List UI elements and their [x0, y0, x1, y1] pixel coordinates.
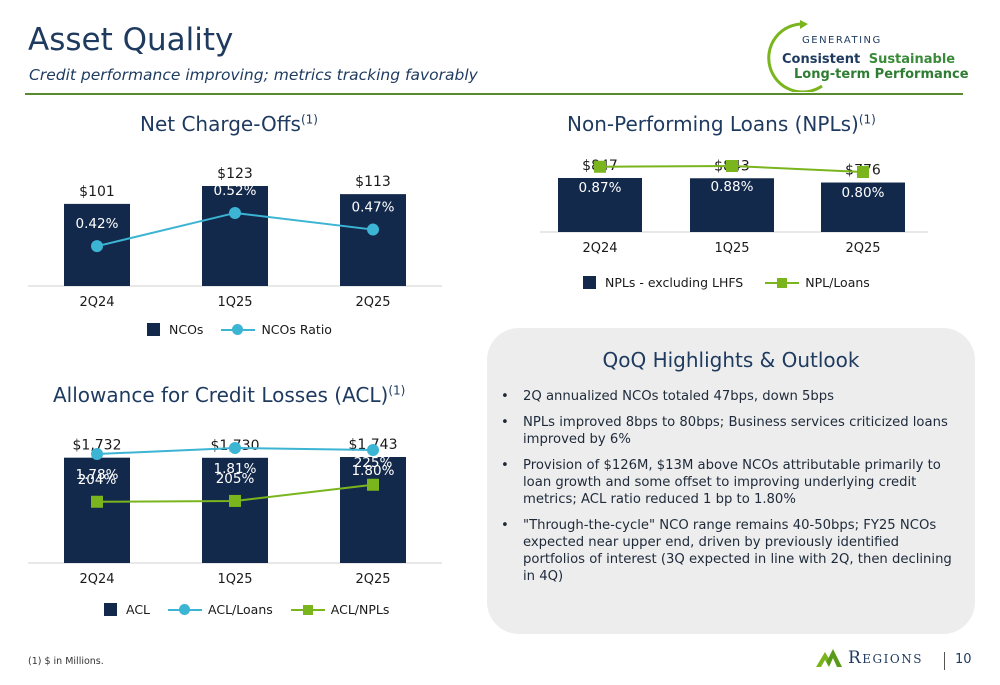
line-value-label: 1.78%: [76, 467, 119, 483]
line-point: [594, 160, 606, 173]
legend-item-npls: NPLs - excluding LHFS: [583, 275, 743, 290]
legend-bar-swatch: [104, 603, 117, 616]
tagline-line1: GENERATING: [802, 35, 882, 46]
bar: [64, 457, 130, 563]
legend-bar-swatch: [147, 323, 160, 336]
x-tick-label: 2Q25: [845, 241, 880, 256]
line-point: [91, 495, 103, 508]
line-value-label: 0.42%: [76, 216, 119, 232]
bar: [821, 182, 905, 232]
legend-item-ncos: NCOs: [147, 322, 203, 337]
acl-chart-title: Allowance for Credit Losses (ACL)(1): [53, 383, 406, 407]
highlights-panel: QoQ Highlights & Outlook 2Q annualized N…: [487, 328, 975, 634]
line-value-label: 204%: [78, 472, 117, 488]
legend-line-swatch: [290, 603, 325, 616]
regions-wordmark: Regions: [848, 648, 923, 668]
tagline-consistent: Consistent: [782, 52, 860, 67]
page-number: 10: [955, 652, 972, 667]
line-value-label: 225%: [354, 455, 393, 471]
bar: [202, 457, 268, 563]
highlights-title: QoQ Highlights & Outlook: [602, 348, 860, 372]
page-title: Asset Quality: [28, 22, 234, 58]
line-point: [229, 442, 241, 454]
tagline-sustainable: Sustainable: [869, 52, 956, 67]
page-subtitle: Credit performance improving; metrics tr…: [29, 66, 478, 84]
npl-footnote-ref: (1): [858, 112, 876, 127]
legend-item-acl-loans: ACL/Loans: [168, 602, 273, 617]
tagline-logo: GENERATING Consistent Sustainable Long-t…: [767, 20, 969, 92]
legend-line-swatch: [168, 603, 203, 616]
bar: [690, 178, 774, 232]
x-tick-label: 2Q24: [79, 295, 114, 310]
line-value-label: 0.52%: [214, 183, 257, 199]
nco-legend: NCOs NCOs Ratio: [147, 322, 350, 337]
x-tick-label: 2Q25: [355, 295, 390, 310]
legend-item-ncos-ratio: NCOs Ratio: [221, 322, 332, 337]
line-point: [367, 478, 379, 491]
line-point: [229, 206, 241, 219]
bar-value-label: $1,732: [73, 438, 122, 454]
highlight-item: "Through-the-cycle" NCO range remains 40…: [501, 517, 959, 585]
legend-item-npl-loans: NPL/Loans: [765, 275, 870, 290]
highlight-item: NPLs improved 8bps to 80bps; Business se…: [501, 414, 959, 448]
legend-line-swatch: [765, 276, 800, 289]
tagline-swoosh-icon: [767, 22, 823, 92]
line-point: [91, 448, 103, 460]
line-point: [857, 166, 869, 178]
footnote: (1) $ in Millions.: [28, 656, 104, 667]
x-tick-label: 2Q24: [582, 241, 617, 256]
x-tick-label: 1Q25: [217, 572, 252, 587]
x-tick-label: 1Q25: [217, 295, 252, 310]
x-tick-label: 1Q25: [714, 241, 749, 256]
line-value-label: 1.80%: [352, 463, 395, 479]
svg-text:Consistent Sustainable: Consistent Sustainable: [782, 52, 955, 67]
acl-footnote-ref: (1): [388, 383, 406, 398]
bar-value-label: $113: [355, 174, 391, 190]
bar: [340, 457, 406, 563]
header-divider: [25, 93, 963, 95]
nco-footnote-ref: (1): [300, 112, 318, 127]
npl-chart-title: Non-Performing Loans (NPLs)(1): [567, 112, 876, 136]
tagline-line3: Long-term Performance: [794, 67, 969, 82]
line-value-label: 205%: [216, 471, 255, 487]
line-point: [367, 223, 379, 236]
legend-line-swatch: [221, 323, 256, 336]
line-point: [91, 240, 103, 253]
acl-legend: ACL ACL/Loans ACL/NPLs: [104, 602, 407, 617]
regions-logo: Regions: [816, 648, 923, 668]
highlight-item: Provision of $126M, $13M above NCOs attr…: [501, 457, 959, 508]
bar: [558, 178, 642, 232]
regions-pyramid-icon: [816, 649, 842, 667]
nco-chart-title: Net Charge-Offs(1): [140, 112, 318, 136]
x-tick-label: 2Q24: [79, 572, 114, 587]
bar: [202, 186, 268, 286]
legend-item-acl-npls: ACL/NPLs: [290, 602, 389, 617]
line-value-label: 1.81%: [214, 461, 257, 477]
bar-value-label: $101: [79, 184, 115, 200]
line-point: [367, 444, 379, 456]
line-point: [726, 160, 738, 172]
highlight-item: 2Q annualized NCOs totaled 47bps, down 5…: [501, 388, 959, 405]
line-point: [229, 494, 241, 507]
bar-value-label: $123: [217, 166, 253, 182]
highlights-list: 2Q annualized NCOs totaled 47bps, down 5…: [501, 388, 959, 594]
line-value-label: 0.88%: [711, 179, 754, 195]
page-separator: [944, 652, 945, 670]
line-value-label: 0.87%: [579, 180, 622, 196]
line-value-label: 0.80%: [842, 185, 885, 201]
legend-item-acl: ACL: [104, 602, 150, 617]
legend-bar-swatch: [583, 276, 596, 289]
line-value-label: 0.47%: [352, 200, 395, 216]
npl-legend: NPLs - excluding LHFS NPL/Loans: [583, 275, 888, 290]
bar: [340, 194, 406, 286]
x-tick-label: 2Q25: [355, 572, 390, 587]
